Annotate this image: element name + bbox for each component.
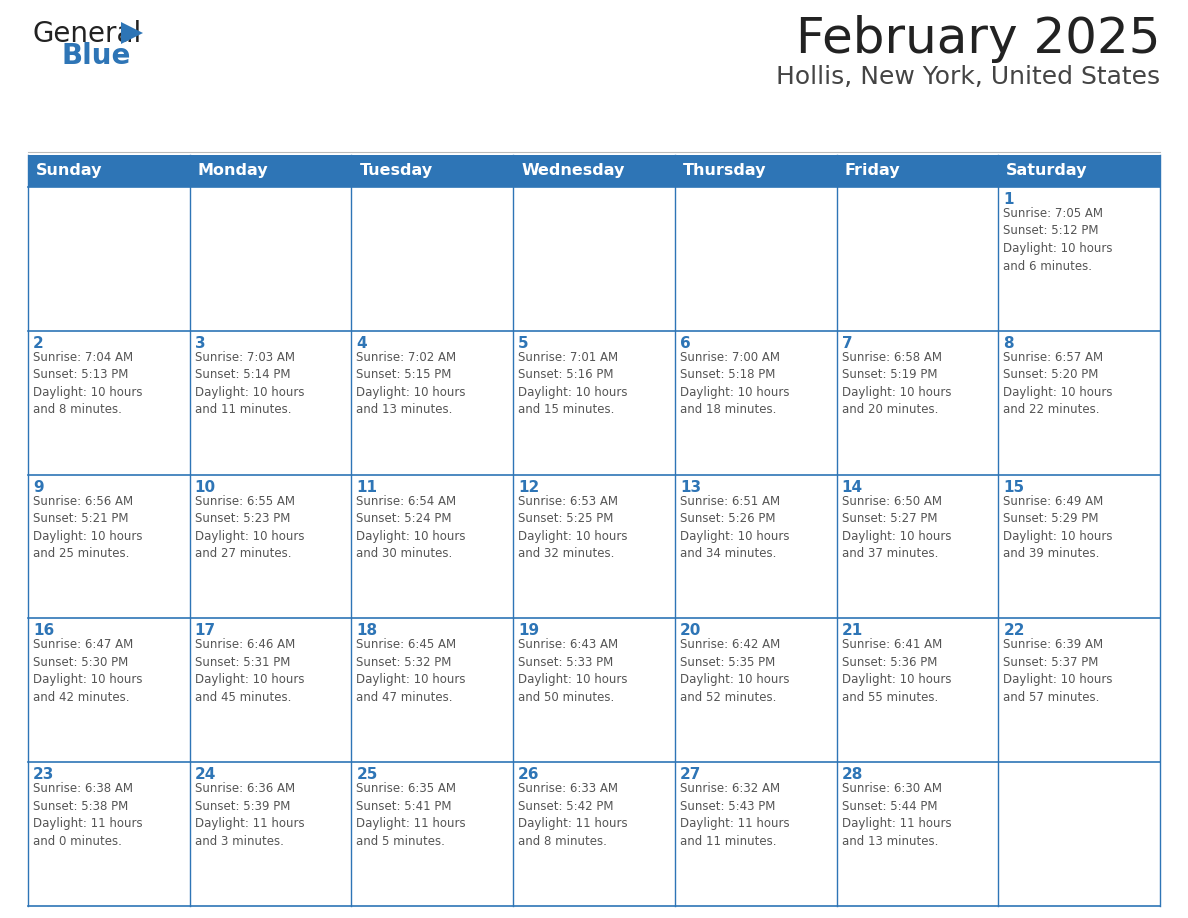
Text: 2: 2	[33, 336, 44, 351]
Text: Sunrise: 6:46 AM
Sunset: 5:31 PM
Daylight: 10 hours
and 45 minutes.: Sunrise: 6:46 AM Sunset: 5:31 PM Dayligh…	[195, 638, 304, 704]
Text: Sunrise: 6:38 AM
Sunset: 5:38 PM
Daylight: 11 hours
and 0 minutes.: Sunrise: 6:38 AM Sunset: 5:38 PM Dayligh…	[33, 782, 143, 847]
Text: Wednesday: Wednesday	[522, 163, 625, 178]
Text: Sunrise: 6:39 AM
Sunset: 5:37 PM
Daylight: 10 hours
and 57 minutes.: Sunrise: 6:39 AM Sunset: 5:37 PM Dayligh…	[1004, 638, 1113, 704]
Polygon shape	[121, 22, 143, 44]
Text: Sunrise: 6:32 AM
Sunset: 5:43 PM
Daylight: 11 hours
and 11 minutes.: Sunrise: 6:32 AM Sunset: 5:43 PM Dayligh…	[680, 782, 790, 847]
Text: Monday: Monday	[197, 163, 268, 178]
Bar	[836, 155, 998, 187]
Text: 23: 23	[33, 767, 55, 782]
Text: 18: 18	[356, 623, 378, 638]
Bar	[29, 155, 190, 187]
Text: Sunrise: 6:47 AM
Sunset: 5:30 PM
Daylight: 10 hours
and 42 minutes.: Sunrise: 6:47 AM Sunset: 5:30 PM Dayligh…	[33, 638, 143, 704]
Text: Sunrise: 6:35 AM
Sunset: 5:41 PM
Daylight: 11 hours
and 5 minutes.: Sunrise: 6:35 AM Sunset: 5:41 PM Dayligh…	[356, 782, 466, 847]
Text: Sunrise: 7:03 AM
Sunset: 5:14 PM
Daylight: 10 hours
and 11 minutes.: Sunrise: 7:03 AM Sunset: 5:14 PM Dayligh…	[195, 351, 304, 416]
Text: Hollis, New York, United States: Hollis, New York, United States	[776, 65, 1159, 89]
Text: 25: 25	[356, 767, 378, 782]
Text: 14: 14	[841, 479, 862, 495]
Text: 6: 6	[680, 336, 690, 351]
Text: February 2025: February 2025	[796, 15, 1159, 63]
Text: Sunrise: 7:00 AM
Sunset: 5:18 PM
Daylight: 10 hours
and 18 minutes.: Sunrise: 7:00 AM Sunset: 5:18 PM Dayligh…	[680, 351, 789, 416]
Text: Sunrise: 6:30 AM
Sunset: 5:44 PM
Daylight: 11 hours
and 13 minutes.: Sunrise: 6:30 AM Sunset: 5:44 PM Dayligh…	[841, 782, 952, 847]
Text: Sunrise: 7:01 AM
Sunset: 5:16 PM
Daylight: 10 hours
and 15 minutes.: Sunrise: 7:01 AM Sunset: 5:16 PM Dayligh…	[518, 351, 627, 416]
Text: 5: 5	[518, 336, 529, 351]
Bar	[998, 155, 1159, 187]
Text: 9: 9	[33, 479, 44, 495]
Text: 16: 16	[33, 623, 55, 638]
Text: Tuesday: Tuesday	[360, 163, 432, 178]
Text: Sunrise: 7:02 AM
Sunset: 5:15 PM
Daylight: 10 hours
and 13 minutes.: Sunrise: 7:02 AM Sunset: 5:15 PM Dayligh…	[356, 351, 466, 416]
Text: Sunrise: 6:53 AM
Sunset: 5:25 PM
Daylight: 10 hours
and 32 minutes.: Sunrise: 6:53 AM Sunset: 5:25 PM Dayligh…	[518, 495, 627, 560]
Text: Sunrise: 6:41 AM
Sunset: 5:36 PM
Daylight: 10 hours
and 55 minutes.: Sunrise: 6:41 AM Sunset: 5:36 PM Dayligh…	[841, 638, 952, 704]
Text: 12: 12	[518, 479, 539, 495]
Text: Sunrise: 6:50 AM
Sunset: 5:27 PM
Daylight: 10 hours
and 37 minutes.: Sunrise: 6:50 AM Sunset: 5:27 PM Dayligh…	[841, 495, 952, 560]
Text: 10: 10	[195, 479, 216, 495]
Bar	[513, 155, 675, 187]
Text: General: General	[33, 20, 143, 48]
Text: Sunrise: 6:45 AM
Sunset: 5:32 PM
Daylight: 10 hours
and 47 minutes.: Sunrise: 6:45 AM Sunset: 5:32 PM Dayligh…	[356, 638, 466, 704]
Text: 21: 21	[841, 623, 862, 638]
Text: Sunrise: 6:57 AM
Sunset: 5:20 PM
Daylight: 10 hours
and 22 minutes.: Sunrise: 6:57 AM Sunset: 5:20 PM Dayligh…	[1004, 351, 1113, 416]
Text: 11: 11	[356, 479, 378, 495]
Text: 28: 28	[841, 767, 862, 782]
Text: Friday: Friday	[845, 163, 901, 178]
Text: 19: 19	[518, 623, 539, 638]
Text: Sunrise: 6:51 AM
Sunset: 5:26 PM
Daylight: 10 hours
and 34 minutes.: Sunrise: 6:51 AM Sunset: 5:26 PM Dayligh…	[680, 495, 789, 560]
Text: Sunrise: 6:56 AM
Sunset: 5:21 PM
Daylight: 10 hours
and 25 minutes.: Sunrise: 6:56 AM Sunset: 5:21 PM Dayligh…	[33, 495, 143, 560]
Bar	[190, 155, 352, 187]
Bar	[675, 155, 836, 187]
Text: 22: 22	[1004, 623, 1025, 638]
Text: 27: 27	[680, 767, 701, 782]
Text: Sunrise: 6:55 AM
Sunset: 5:23 PM
Daylight: 10 hours
and 27 minutes.: Sunrise: 6:55 AM Sunset: 5:23 PM Dayligh…	[195, 495, 304, 560]
Text: 24: 24	[195, 767, 216, 782]
Text: Sunrise: 6:33 AM
Sunset: 5:42 PM
Daylight: 11 hours
and 8 minutes.: Sunrise: 6:33 AM Sunset: 5:42 PM Dayligh…	[518, 782, 627, 847]
Text: 20: 20	[680, 623, 701, 638]
Text: Sunday: Sunday	[36, 163, 102, 178]
Text: Sunrise: 6:36 AM
Sunset: 5:39 PM
Daylight: 11 hours
and 3 minutes.: Sunrise: 6:36 AM Sunset: 5:39 PM Dayligh…	[195, 782, 304, 847]
Text: 17: 17	[195, 623, 216, 638]
Text: Sunrise: 7:05 AM
Sunset: 5:12 PM
Daylight: 10 hours
and 6 minutes.: Sunrise: 7:05 AM Sunset: 5:12 PM Dayligh…	[1004, 207, 1113, 273]
Text: 1: 1	[1004, 192, 1013, 207]
Text: Sunrise: 6:43 AM
Sunset: 5:33 PM
Daylight: 10 hours
and 50 minutes.: Sunrise: 6:43 AM Sunset: 5:33 PM Dayligh…	[518, 638, 627, 704]
Text: Sunrise: 7:04 AM
Sunset: 5:13 PM
Daylight: 10 hours
and 8 minutes.: Sunrise: 7:04 AM Sunset: 5:13 PM Dayligh…	[33, 351, 143, 416]
Text: Sunrise: 6:58 AM
Sunset: 5:19 PM
Daylight: 10 hours
and 20 minutes.: Sunrise: 6:58 AM Sunset: 5:19 PM Dayligh…	[841, 351, 952, 416]
Bar	[352, 155, 513, 187]
Text: 7: 7	[841, 336, 852, 351]
Text: 26: 26	[518, 767, 539, 782]
Text: Blue: Blue	[61, 42, 131, 70]
Text: Sunrise: 6:42 AM
Sunset: 5:35 PM
Daylight: 10 hours
and 52 minutes.: Sunrise: 6:42 AM Sunset: 5:35 PM Dayligh…	[680, 638, 789, 704]
Text: Thursday: Thursday	[683, 163, 766, 178]
Text: Sunrise: 6:54 AM
Sunset: 5:24 PM
Daylight: 10 hours
and 30 minutes.: Sunrise: 6:54 AM Sunset: 5:24 PM Dayligh…	[356, 495, 466, 560]
Text: 3: 3	[195, 336, 206, 351]
Text: Sunrise: 6:49 AM
Sunset: 5:29 PM
Daylight: 10 hours
and 39 minutes.: Sunrise: 6:49 AM Sunset: 5:29 PM Dayligh…	[1004, 495, 1113, 560]
Text: 13: 13	[680, 479, 701, 495]
Text: Saturday: Saturday	[1006, 163, 1088, 178]
Text: 4: 4	[356, 336, 367, 351]
Text: 8: 8	[1004, 336, 1013, 351]
Text: 15: 15	[1004, 479, 1024, 495]
